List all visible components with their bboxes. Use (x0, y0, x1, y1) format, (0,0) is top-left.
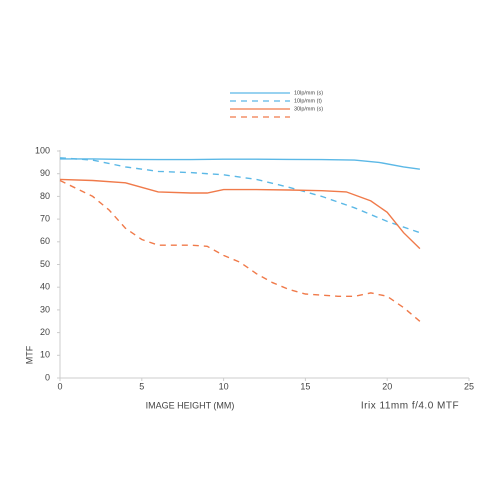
y-tick-label: 0 (45, 372, 50, 382)
x-tick-label: 10 (219, 381, 229, 391)
legend-label: 10lp/mm (s) (294, 90, 323, 96)
x-axis-label: IMAGE HEIGHT (MM) (146, 400, 235, 410)
series-line (59, 178, 421, 250)
legend-label: 10lp/mm (t) (294, 98, 322, 104)
legend-label: 30lp/mm (s) (294, 106, 323, 112)
y-tick-label: 10 (40, 350, 50, 360)
annotation: Irix 11mm f/4.0 MTF (361, 401, 459, 412)
x-tick-label: 20 (382, 381, 392, 391)
x-tick-label: 0 (57, 381, 62, 391)
y-tick-label: 60 (40, 236, 50, 246)
y-tick-label: 100 (35, 145, 50, 155)
x-tick-label: 5 (139, 381, 144, 391)
series-line (59, 157, 421, 234)
x-tick-label: 25 (464, 381, 474, 391)
y-tick-label: 30 (40, 304, 50, 314)
y-tick-label: 90 (40, 168, 50, 178)
series-line (60, 158, 420, 170)
y-tick-label: 70 (40, 213, 50, 223)
y-axis-label: MTF (24, 345, 34, 364)
x-tick-label: 15 (300, 381, 310, 391)
y-tick-label: 80 (40, 191, 50, 201)
y-tick-label: 50 (40, 259, 50, 269)
y-tick-label: 20 (40, 327, 50, 337)
series-line (59, 179, 421, 322)
y-tick-label: 40 (40, 282, 50, 292)
